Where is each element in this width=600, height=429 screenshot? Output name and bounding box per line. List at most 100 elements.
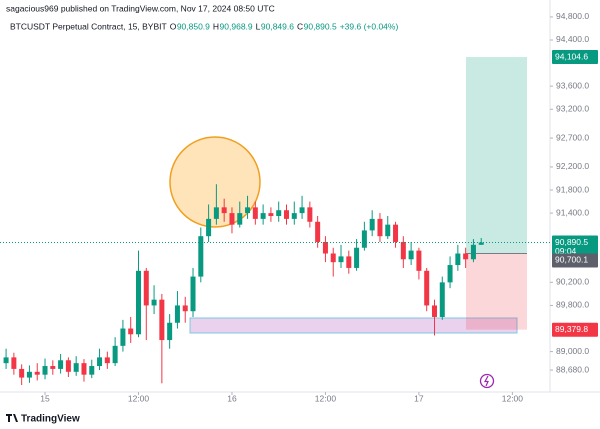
candle-body bbox=[167, 322, 173, 341]
candle-body bbox=[97, 357, 103, 367]
legend-change: +39.6 (+0.04%) bbox=[340, 21, 399, 31]
candle-body bbox=[89, 366, 95, 375]
drawings bbox=[169, 57, 527, 334]
y-tick-label: 88,680.0 bbox=[556, 364, 589, 374]
candle-body bbox=[283, 210, 289, 219]
symbol-title: BTCUSDT Perpetual Contract, 15, BYBIT bbox=[10, 21, 167, 31]
stop-badge-text: 89,379.8 bbox=[555, 324, 588, 334]
candle-body bbox=[11, 357, 17, 369]
candle-body bbox=[42, 366, 48, 375]
x-tick-label: 12:00 bbox=[502, 393, 524, 403]
candle-body bbox=[237, 213, 243, 225]
y-tick-label: 93,600.0 bbox=[556, 80, 589, 90]
candle-body bbox=[135, 270, 141, 335]
candle-body bbox=[439, 282, 445, 317]
countdown: 09:04 bbox=[555, 246, 577, 256]
entry-badge bbox=[552, 253, 598, 268]
y-tick-label: 92,200.0 bbox=[556, 161, 589, 171]
candle-body bbox=[252, 207, 258, 219]
candle-body bbox=[400, 241, 406, 260]
y-tick-label: 94,400.0 bbox=[556, 34, 589, 44]
y-tick-label: 89,000.0 bbox=[556, 346, 589, 356]
x-tick-label: 15 bbox=[40, 393, 50, 403]
candle-body bbox=[369, 218, 375, 231]
candle-body bbox=[151, 299, 157, 306]
x-tick-label: 12:00 bbox=[315, 393, 337, 403]
entry-badge-text: 90,700.1 bbox=[555, 255, 588, 265]
candle-body bbox=[463, 253, 469, 260]
legend-value: 90,849.6 bbox=[261, 21, 294, 31]
y-tick-label: 90,200.0 bbox=[556, 277, 589, 287]
candle-body bbox=[377, 218, 383, 237]
candle-body bbox=[26, 371, 32, 378]
candle-body bbox=[455, 253, 461, 266]
legend-value: 90,850.9 bbox=[177, 21, 210, 31]
candle-body bbox=[299, 207, 305, 214]
candle-body bbox=[447, 265, 453, 283]
y-tick-label: 91,800.0 bbox=[556, 184, 589, 194]
candle-body bbox=[470, 244, 476, 260]
candle-body bbox=[260, 213, 266, 219]
highlight-circle bbox=[169, 136, 261, 228]
legend-key: C bbox=[297, 21, 303, 31]
candle-body bbox=[112, 345, 118, 364]
candle-body bbox=[315, 221, 321, 242]
candle-body bbox=[346, 256, 352, 268]
candle-body bbox=[338, 256, 344, 263]
candle-body bbox=[393, 224, 399, 242]
candle-body bbox=[354, 247, 360, 268]
logo-mark bbox=[6, 414, 18, 422]
candle-body bbox=[34, 371, 40, 375]
candle-body bbox=[416, 250, 422, 271]
legend-value: 90,890.5 bbox=[304, 21, 337, 31]
candle-body bbox=[19, 368, 25, 378]
candle-body bbox=[245, 207, 251, 214]
legend-value: 90,968.9 bbox=[220, 21, 253, 31]
candle-body bbox=[424, 270, 430, 306]
candle-body bbox=[431, 305, 437, 317]
candle-body bbox=[174, 305, 180, 323]
candle-body bbox=[182, 305, 188, 312]
candle-body bbox=[50, 366, 56, 369]
candle-body bbox=[221, 207, 227, 214]
candle-body bbox=[190, 276, 196, 312]
last-price-badge bbox=[552, 235, 598, 258]
candle-body bbox=[276, 210, 282, 216]
candle-body bbox=[65, 360, 71, 372]
demand-zone bbox=[189, 317, 518, 334]
candle-body bbox=[159, 299, 165, 341]
candle-body bbox=[58, 360, 64, 369]
profit-zone bbox=[466, 57, 527, 254]
alert-bolt bbox=[483, 375, 489, 387]
legend-key: O bbox=[170, 21, 177, 31]
candle-body bbox=[330, 253, 336, 263]
candle-body bbox=[385, 224, 391, 237]
candle-body bbox=[307, 207, 313, 222]
x-tick-label: 16 bbox=[227, 393, 237, 403]
candle-body bbox=[408, 250, 414, 260]
y-tick-label: 89,800.0 bbox=[556, 300, 589, 310]
candle-body bbox=[104, 357, 110, 364]
last-price-badge-text: 90,890.5 bbox=[555, 237, 588, 247]
candle-body bbox=[198, 236, 204, 277]
y-tick-label: 91,400.0 bbox=[556, 207, 589, 217]
candle-body bbox=[291, 213, 297, 219]
footer: TradingView bbox=[21, 414, 80, 425]
candle-body bbox=[268, 213, 274, 216]
x-tick-label: 17 bbox=[414, 393, 424, 403]
target-badge-text: 94,104.6 bbox=[555, 51, 588, 61]
alert-icon bbox=[479, 373, 495, 389]
candle-body bbox=[361, 230, 367, 248]
y-tick-label: 92,700.0 bbox=[556, 132, 589, 142]
y-tick-label: 93,200.0 bbox=[556, 103, 589, 113]
candle-body bbox=[206, 218, 212, 237]
candle-body bbox=[120, 328, 126, 346]
candle-body bbox=[213, 207, 219, 219]
legend-key: L bbox=[256, 21, 261, 31]
x-tick-label: 12:00 bbox=[128, 393, 150, 403]
candle-body bbox=[229, 213, 235, 225]
candle-body bbox=[73, 363, 79, 372]
candle-body bbox=[478, 242, 484, 245]
candle-body bbox=[3, 357, 9, 364]
